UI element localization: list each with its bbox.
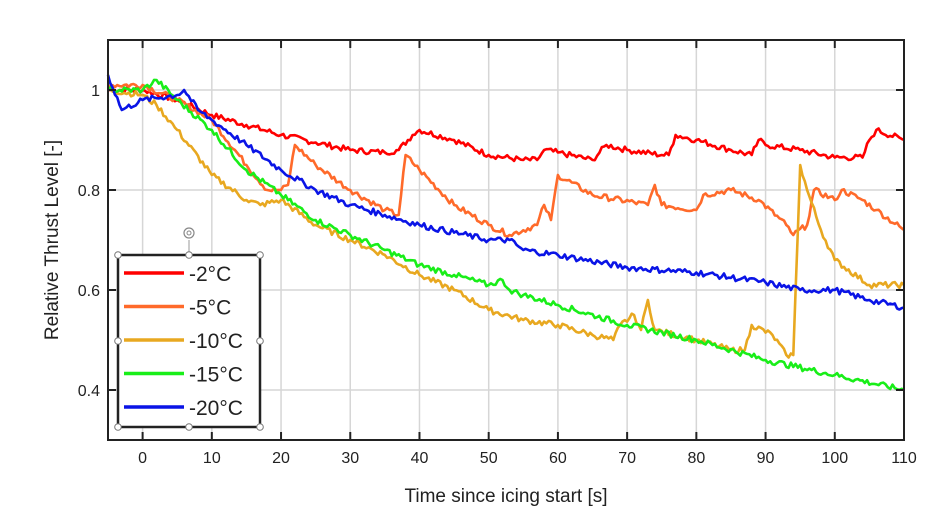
- x-tick-label: 0: [138, 450, 147, 467]
- resize-handle[interactable]: [185, 423, 193, 431]
- resize-handle[interactable]: [256, 337, 264, 345]
- x-tick-label: 50: [480, 450, 498, 467]
- series-lines: [106, 74, 905, 392]
- resize-handle[interactable]: [114, 423, 122, 431]
- x-tick-label: 100: [821, 450, 848, 467]
- x-tick-label: 80: [687, 450, 705, 467]
- x-tick-label: 40: [411, 450, 429, 467]
- y-tick-label: 0.8: [78, 183, 100, 200]
- legend-label: -20°C: [189, 397, 243, 420]
- series-line-20C: [106, 74, 905, 311]
- series-line-2C: [107, 86, 905, 163]
- y-tick-label: 0.4: [78, 383, 100, 400]
- x-tick-label: 90: [757, 450, 775, 467]
- resize-handle[interactable]: [185, 251, 193, 259]
- series-line-15C: [107, 78, 905, 392]
- legend-label: -5°C: [189, 297, 231, 320]
- series-line-5C: [107, 82, 905, 238]
- legend-label: -2°C: [189, 263, 231, 286]
- x-tick-label: 70: [618, 450, 636, 467]
- resize-handle[interactable]: [256, 251, 264, 259]
- resize-handle[interactable]: [114, 337, 122, 345]
- rotate-handle-icon[interactable]: [183, 227, 195, 239]
- y-tick-label: 0.6: [78, 283, 100, 300]
- y-axis-label: Relative Thrust Level [-]: [42, 140, 63, 340]
- selection-handles[interactable]: [114, 251, 264, 431]
- axis-ticks: 0 10 20 30 40 50 60 70 80 90 100 110 0.4 0.6 0.8 1: [78, 40, 917, 467]
- x-tick-label: 10: [203, 450, 221, 467]
- x-tick-label: 110: [891, 450, 917, 467]
- x-tick-label: 60: [549, 450, 567, 467]
- plot-frame: [107, 39, 905, 441]
- legend[interactable]: -2°C -5°C -10°C -15°C -20°C: [114, 227, 264, 431]
- resize-handle[interactable]: [256, 423, 264, 431]
- legend-label: -15°C: [189, 364, 243, 387]
- series-line-10C: [107, 87, 905, 359]
- resize-handle[interactable]: [114, 251, 122, 259]
- x-tick-label: 20: [272, 450, 290, 467]
- y-tick-label: 1: [91, 83, 100, 100]
- x-tick-label: 30: [341, 450, 359, 467]
- x-axis-label: Time since icing start [s]: [404, 486, 607, 507]
- legend-label: -10°C: [189, 330, 243, 353]
